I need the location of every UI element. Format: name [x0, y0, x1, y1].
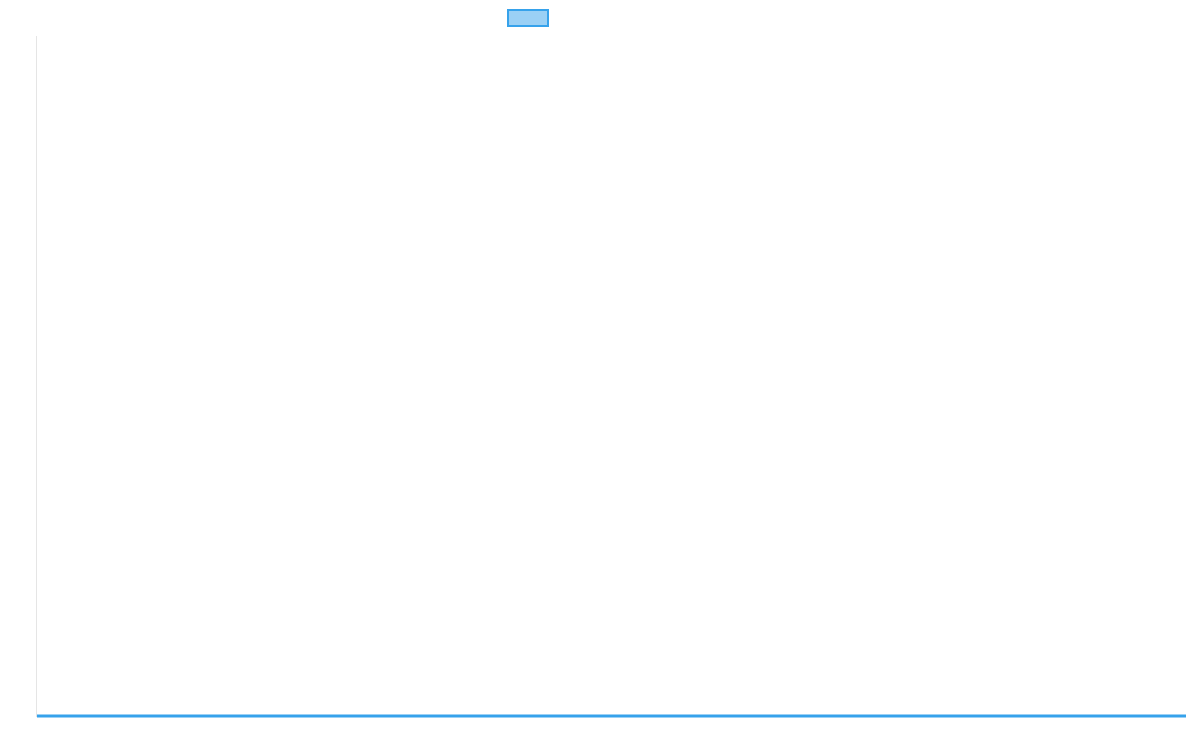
legend-swatch[interactable] — [507, 9, 549, 27]
